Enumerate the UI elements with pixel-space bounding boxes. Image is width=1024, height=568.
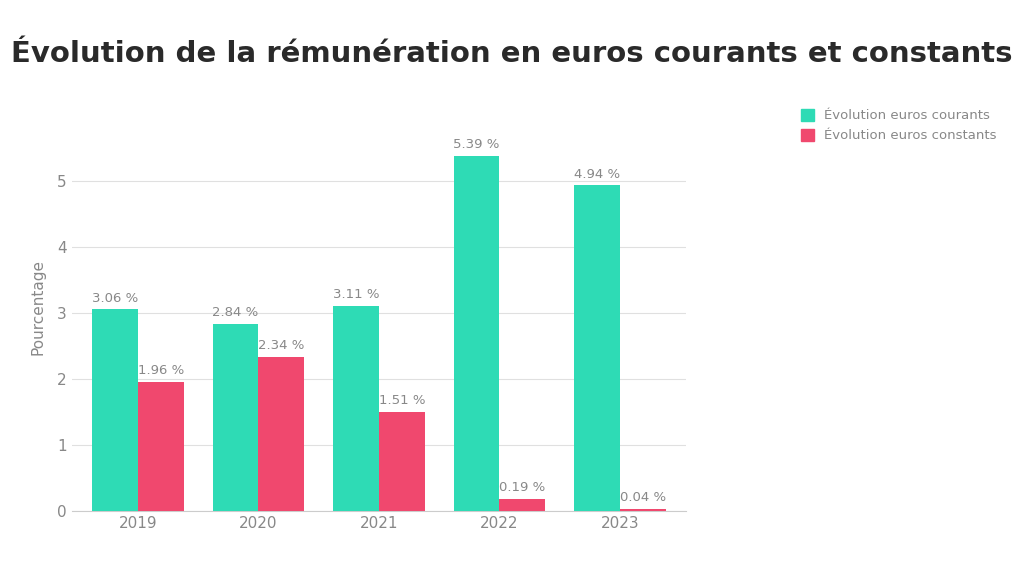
Bar: [454, 156, 500, 511]
Bar: [620, 508, 666, 511]
Bar: [500, 499, 545, 511]
Text: 0.19 %: 0.19 %: [499, 481, 546, 494]
Legend: Évolution euros courants, Évolution euros constants: Évolution euros courants, Évolution euro…: [801, 109, 997, 142]
Bar: [213, 324, 258, 511]
Text: 0.04 %: 0.04 %: [620, 491, 666, 504]
Text: 2.84 %: 2.84 %: [212, 306, 259, 319]
Text: 1.51 %: 1.51 %: [379, 394, 425, 407]
Text: 2.34 %: 2.34 %: [258, 339, 304, 352]
Bar: [258, 357, 304, 511]
Text: Évolution de la rémunération en euros courants et constants: Évolution de la rémunération en euros co…: [11, 40, 1013, 68]
Bar: [333, 306, 379, 511]
Text: 1.96 %: 1.96 %: [137, 364, 184, 377]
Bar: [379, 412, 425, 511]
Bar: [138, 382, 183, 511]
Text: 3.06 %: 3.06 %: [92, 292, 138, 305]
Text: 4.94 %: 4.94 %: [573, 168, 620, 181]
Bar: [92, 310, 138, 511]
Text: 3.11 %: 3.11 %: [333, 289, 379, 302]
Text: 5.39 %: 5.39 %: [454, 138, 500, 151]
Bar: [574, 185, 620, 511]
Y-axis label: Pourcentage: Pourcentage: [31, 258, 46, 355]
